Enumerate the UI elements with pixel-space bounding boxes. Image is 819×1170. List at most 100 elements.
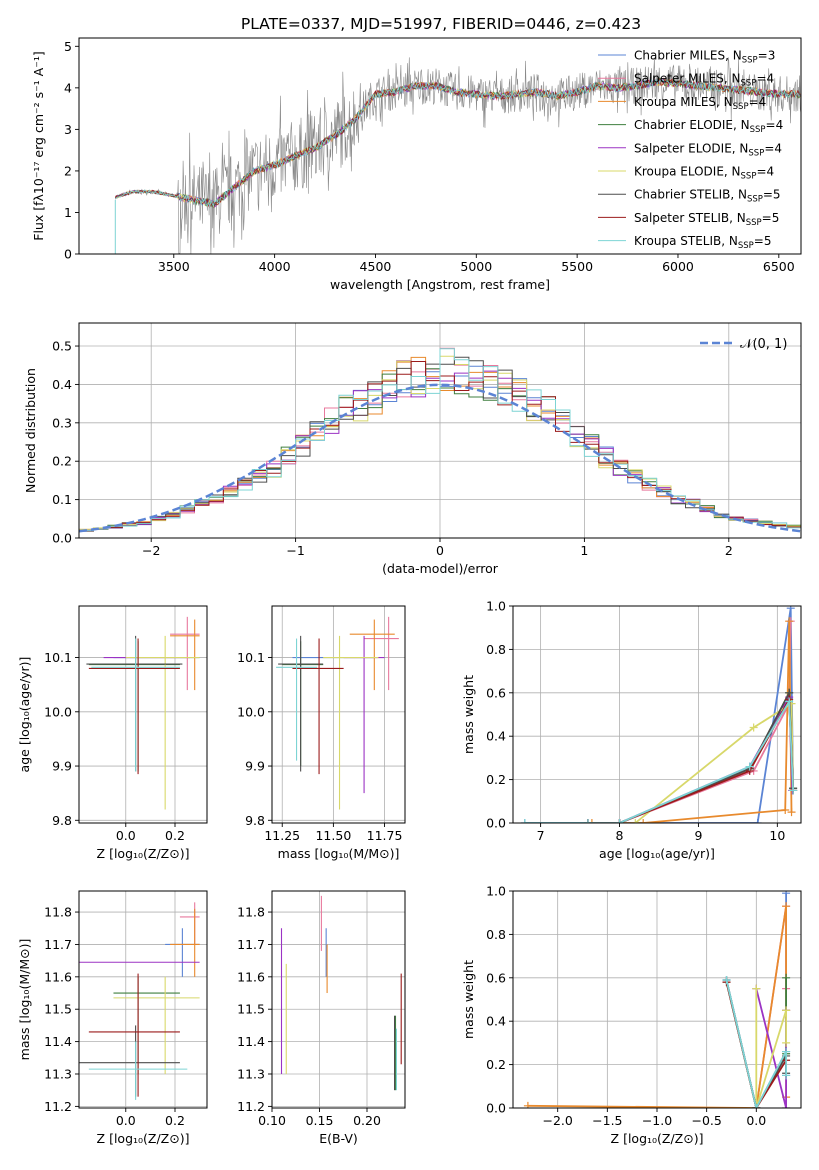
mass_weight_vs_age-xtick-label: 7 xyxy=(537,828,545,843)
mass_weight_vs_age-frame xyxy=(512,605,802,824)
mass_weight_vs_age-xtick-label: 9 xyxy=(694,828,702,843)
residuals-ytick-label: 0.5 xyxy=(52,339,72,354)
mass_vs_ebv-axes xyxy=(268,891,405,1112)
age_vs_mass-frame xyxy=(271,605,406,824)
weight-line xyxy=(755,988,787,1108)
mass_weight_vs_age-ytick-label: 0.6 xyxy=(486,685,506,700)
mass_weight_vs_age-ylabel: mass weight xyxy=(461,675,476,754)
age_vs_mass-xtick-label: 11.75 xyxy=(367,828,403,843)
residuals-xtick-label: 2 xyxy=(725,543,733,558)
legend-label: Kroupa MILES, NSSP=4 xyxy=(634,95,766,112)
age_vs_mass-xtick-label: 11.25 xyxy=(264,828,300,843)
legend-label-normal: 𝒩(0, 1) xyxy=(740,337,787,352)
mass_vs_ebv-xtick-label: 0.10 xyxy=(258,1113,286,1128)
residuals-frame xyxy=(78,322,802,539)
weight-line xyxy=(524,698,794,823)
age_vs_Z-frame xyxy=(78,605,208,824)
mass_weight_vs_age-xlabel: age [log₁₀(age/yr)] xyxy=(599,846,715,861)
mass_weight_vs_Z-xtick-label: −0.5 xyxy=(691,1113,721,1128)
mass_vs_ebv-xlabel: E(B-V) xyxy=(319,1131,358,1146)
mass_vs_Z-ytick-label: 11.5 xyxy=(44,1002,72,1017)
legend-label: Chabrier MILES, NSSP=3 xyxy=(634,49,775,66)
weight-marker xyxy=(745,762,754,771)
spectrum-model-line xyxy=(115,77,801,208)
spectrum-xtick-label: 6000 xyxy=(662,259,694,274)
legend-label: Salpeter ELODIE, NSSP=4 xyxy=(634,141,782,158)
mass_weight_vs_Z-ytick-label: 0.2 xyxy=(486,1057,506,1072)
spectrum-ytick-label: 2 xyxy=(64,163,72,178)
legend-label: Chabrier ELODIE, NSSP=4 xyxy=(634,118,783,135)
mass_weight_vs_age-ytick-label: 0.0 xyxy=(486,816,506,831)
mass_weight_vs_age-ytick-label: 1.0 xyxy=(486,599,506,614)
mass_weight_vs_Z-ytick-label: 0.6 xyxy=(486,970,506,985)
residuals-xtick-label: 0 xyxy=(436,543,444,558)
mass_vs_ebv-ytick-label: 11.6 xyxy=(237,969,265,984)
spectrum-xtick-label: 3500 xyxy=(158,259,190,274)
residuals-xtick-label: −1 xyxy=(286,543,304,558)
legend-label: Salpeter MILES, NSSP=4 xyxy=(634,72,774,89)
residuals-ytick-label: 0.4 xyxy=(52,377,72,392)
mass_vs_Z-xlabel: Z [log₁₀(Z/Z⊙)] xyxy=(97,1131,190,1146)
mass_weight_vs_age-ytick-label: 0.8 xyxy=(486,642,506,657)
spectrum-plot-area xyxy=(114,57,801,254)
mass_weight_vs_Z-ytick-label: 0.8 xyxy=(486,927,506,942)
residuals-ytick-label: 0.3 xyxy=(52,415,72,430)
legend-label: Chabrier STELIB, NSSP=5 xyxy=(634,188,781,205)
weight-marker xyxy=(785,697,794,706)
age_vs_Z-xtick-label: 0.0 xyxy=(116,828,136,843)
mass_vs_Z-axes xyxy=(75,891,207,1112)
residuals-ylabel: Normed distribution xyxy=(23,368,38,493)
weight-marker xyxy=(752,1104,761,1108)
weight-marker xyxy=(782,1006,791,1015)
mass_vs_ebv-ytick-label: 11.2 xyxy=(237,1099,265,1114)
mass_vs_ebv-xtick-label: 0.20 xyxy=(353,1113,381,1128)
mass_weight_vs_Z-ytick-label: 0.4 xyxy=(486,1014,506,1029)
legend-label: Salpeter STELIB, NSSP=5 xyxy=(634,211,779,228)
age_vs_mass-ytick-label: 9.8 xyxy=(245,813,265,828)
normal-curve xyxy=(79,383,801,533)
weight-marker xyxy=(789,786,798,795)
spectrum-xtick-label: 4500 xyxy=(360,259,392,274)
mass_vs_ebv-ytick-label: 11.5 xyxy=(237,1002,265,1017)
weight-line xyxy=(725,979,787,1108)
weight-marker xyxy=(787,808,796,817)
age_vs_mass-xlabel: mass [log₁₀(M/M⊙)] xyxy=(278,846,400,861)
weight-marker xyxy=(520,819,529,823)
weight-line xyxy=(588,689,794,823)
age_vs_Z-ytick-label: 10.1 xyxy=(44,650,72,665)
mass_vs_Z-frame xyxy=(78,890,208,1109)
weight-marker xyxy=(782,1038,791,1047)
age_vs_Z-plot-area xyxy=(86,616,200,810)
residuals-ytick-label: 0.1 xyxy=(52,492,72,507)
weight-marker xyxy=(782,891,791,898)
residuals-xtick-label: −2 xyxy=(142,543,160,558)
legend-label: Kroupa STELIB, NSSP=5 xyxy=(634,234,772,251)
mass_vs_Z-xtick-label: 0.0 xyxy=(116,1113,136,1128)
spectrum-xtick-label: 5500 xyxy=(561,259,593,274)
mass_weight_vs_Z-xtick-label: −2.0 xyxy=(543,1113,573,1128)
age_vs_Z-xtick-label: 0.2 xyxy=(165,828,185,843)
weight-marker xyxy=(583,819,592,823)
weight-line xyxy=(588,693,794,823)
weight-marker xyxy=(631,819,640,823)
weight-marker xyxy=(782,1071,791,1080)
residuals-xlabel: (data-model)/error xyxy=(382,561,499,576)
spectrum-ytick-label: 0 xyxy=(64,247,72,262)
weight-marker xyxy=(782,902,791,911)
mass_weight_vs_age-plot-area xyxy=(520,606,798,823)
spectrum-ytick-label: 4 xyxy=(64,80,72,95)
mass_vs_Z-ytick-label: 11.4 xyxy=(44,1034,72,1049)
age_vs_mass-plot-area xyxy=(276,616,399,810)
mass_vs_ebv-ytick-label: 11.7 xyxy=(237,937,265,952)
spectrum-ytick-label: 1 xyxy=(64,205,72,220)
figure-title: PLATE=0337, MJD=51997, FIBERID=0446, z=0… xyxy=(241,15,641,33)
mass_weight_vs_Z-frame xyxy=(512,890,802,1109)
age_vs_Z-xlabel: Z [log₁₀(Z/Z⊙)] xyxy=(97,846,190,861)
weight-marker xyxy=(753,819,762,823)
spectrum-xtick-label: 4000 xyxy=(259,259,291,274)
mass_weight_vs_Z-ylabel: mass weight xyxy=(461,960,476,1039)
mass_weight_vs_Z-plot-area xyxy=(523,891,791,1108)
weight-marker xyxy=(782,1104,791,1108)
mass_vs_ebv-frame xyxy=(271,890,406,1109)
